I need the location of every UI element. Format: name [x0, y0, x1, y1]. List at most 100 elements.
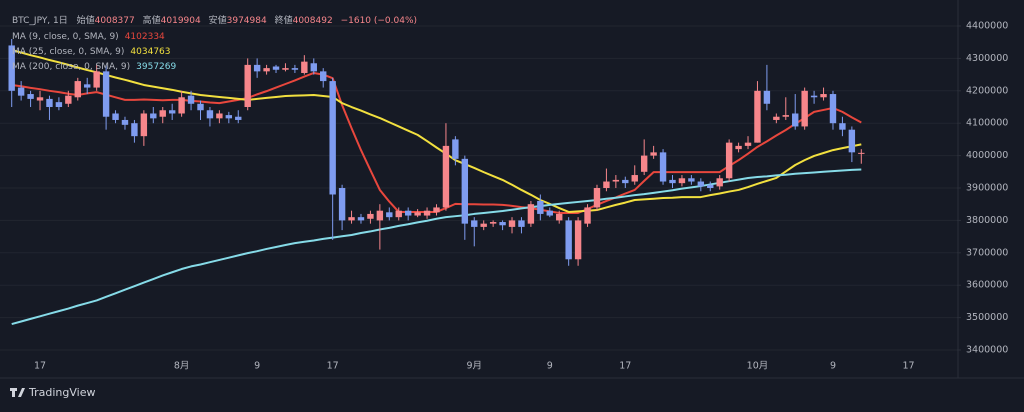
candle-body: [480, 223, 487, 227]
candle-body: [839, 123, 846, 130]
candle-body: [527, 204, 535, 224]
candle-body: [206, 110, 214, 119]
candle-body: [112, 113, 119, 120]
candle-body: [291, 68, 299, 70]
candle-body: [386, 212, 393, 218]
candle-body: [556, 213, 563, 221]
candle-body: [697, 181, 705, 187]
candle-body: [546, 210, 553, 216]
high-label: 高値: [143, 14, 161, 26]
candle-body: [376, 210, 384, 221]
candle-body: [263, 68, 270, 72]
candle-body: [489, 222, 497, 224]
candle-body: [754, 90, 761, 143]
candle-body: [640, 155, 648, 172]
legend-name: MA (9, close, 0, SMA, 9): [12, 32, 119, 42]
x-tick-label: 17: [902, 361, 914, 372]
candle-body: [829, 94, 837, 124]
candle-body: [782, 115, 789, 117]
candle-body: [8, 45, 15, 91]
candle-body: [461, 158, 469, 224]
candle-body: [46, 98, 53, 108]
candle-body: [725, 142, 733, 179]
candle-body: [367, 213, 374, 219]
candle-body: [763, 90, 771, 104]
close-value: 4008492: [293, 16, 333, 26]
candle-body: [310, 63, 317, 72]
legend-value: 4102334: [125, 32, 165, 42]
candle-body: [820, 94, 827, 98]
candle-body: [810, 95, 818, 98]
open-value: 4008377: [95, 16, 135, 26]
candle-body: [395, 210, 402, 218]
ohlc-row: BTC_JPY, 1日 始値4008377 高値4019904 安値397498…: [12, 14, 417, 26]
y-tick-label: 3700000: [966, 247, 1008, 258]
x-tick-label: 9: [547, 361, 553, 372]
candle-body: [650, 152, 657, 156]
change-value: −1610 (−0.04%): [341, 16, 417, 26]
candle-body: [508, 220, 516, 227]
candle-body: [603, 181, 610, 189]
candle-body: [282, 68, 289, 70]
low-value: 3974984: [227, 16, 267, 26]
candle-body: [178, 97, 185, 114]
candle-body: [433, 207, 440, 213]
x-tick-label: 10月: [747, 361, 769, 372]
candle-body: [235, 116, 242, 120]
legend: BTC_JPY, 1日 始値4008377 高値4019904 安値397498…: [12, 14, 417, 72]
candle-body: [612, 179, 620, 182]
axes: 3400000 3500000 3600000 3700000 3800000 39000…: [34, 21, 1008, 372]
legend-entry: MA (9, close, 0, SMA, 9) 4102334: [12, 32, 165, 42]
candle-body: [65, 95, 72, 104]
candle-body: [858, 152, 865, 154]
legend-entry: MA (200, close, 0, SMA, 9) 3957269: [12, 62, 176, 72]
low-label: 安値: [209, 14, 227, 26]
candle-body: [565, 220, 572, 260]
legend-name: MA (25, close, 0, SMA, 9): [12, 47, 124, 57]
y-tick-label: 4100000: [966, 118, 1008, 129]
candle-body: [442, 145, 450, 208]
y-tick-label: 4200000: [966, 85, 1008, 96]
candle-body: [348, 217, 355, 221]
x-tick-label: 17: [619, 361, 631, 372]
candle-body: [801, 90, 808, 127]
candle-body: [225, 115, 233, 119]
candle-body: [716, 178, 723, 187]
candle-body: [659, 152, 667, 182]
ma-line: [11, 49, 862, 213]
candle-body: [93, 71, 100, 88]
candle-body: [537, 200, 544, 214]
footer-brand: TradingView: [28, 386, 95, 399]
y-tick-label: 4300000: [966, 53, 1008, 64]
symbol-title: BTC_JPY, 1日: [12, 15, 68, 26]
candle-body: [244, 64, 251, 108]
candle-body: [338, 188, 346, 221]
candle-body: [735, 145, 742, 150]
candle-body: [404, 210, 412, 216]
x-tick-label: 9月: [466, 361, 482, 372]
candle-body: [197, 103, 204, 111]
candle-body: [499, 222, 506, 226]
candle-body: [17, 87, 25, 96]
candle-body: [102, 71, 110, 117]
candle-body: [357, 217, 365, 221]
candles: [8, 38, 865, 266]
open-label: 始値: [77, 14, 95, 26]
y-tick-label: 3400000: [966, 345, 1008, 356]
candle-body: [622, 179, 629, 184]
candle-body: [55, 102, 63, 108]
candle-body: [678, 178, 686, 184]
candle-body: [253, 64, 261, 72]
candle-body: [423, 210, 431, 216]
candle-body: [74, 81, 81, 98]
candle-body: [792, 113, 799, 127]
legend-entry: MA (25, close, 0, SMA, 9) 4034763: [12, 47, 171, 57]
legend-value: 4034763: [130, 47, 170, 57]
candle-body: [216, 113, 223, 119]
candle-body: [669, 179, 676, 184]
y-tick-label: 3500000: [966, 312, 1008, 323]
candle-body: [27, 94, 34, 99]
candle-body: [84, 84, 91, 88]
